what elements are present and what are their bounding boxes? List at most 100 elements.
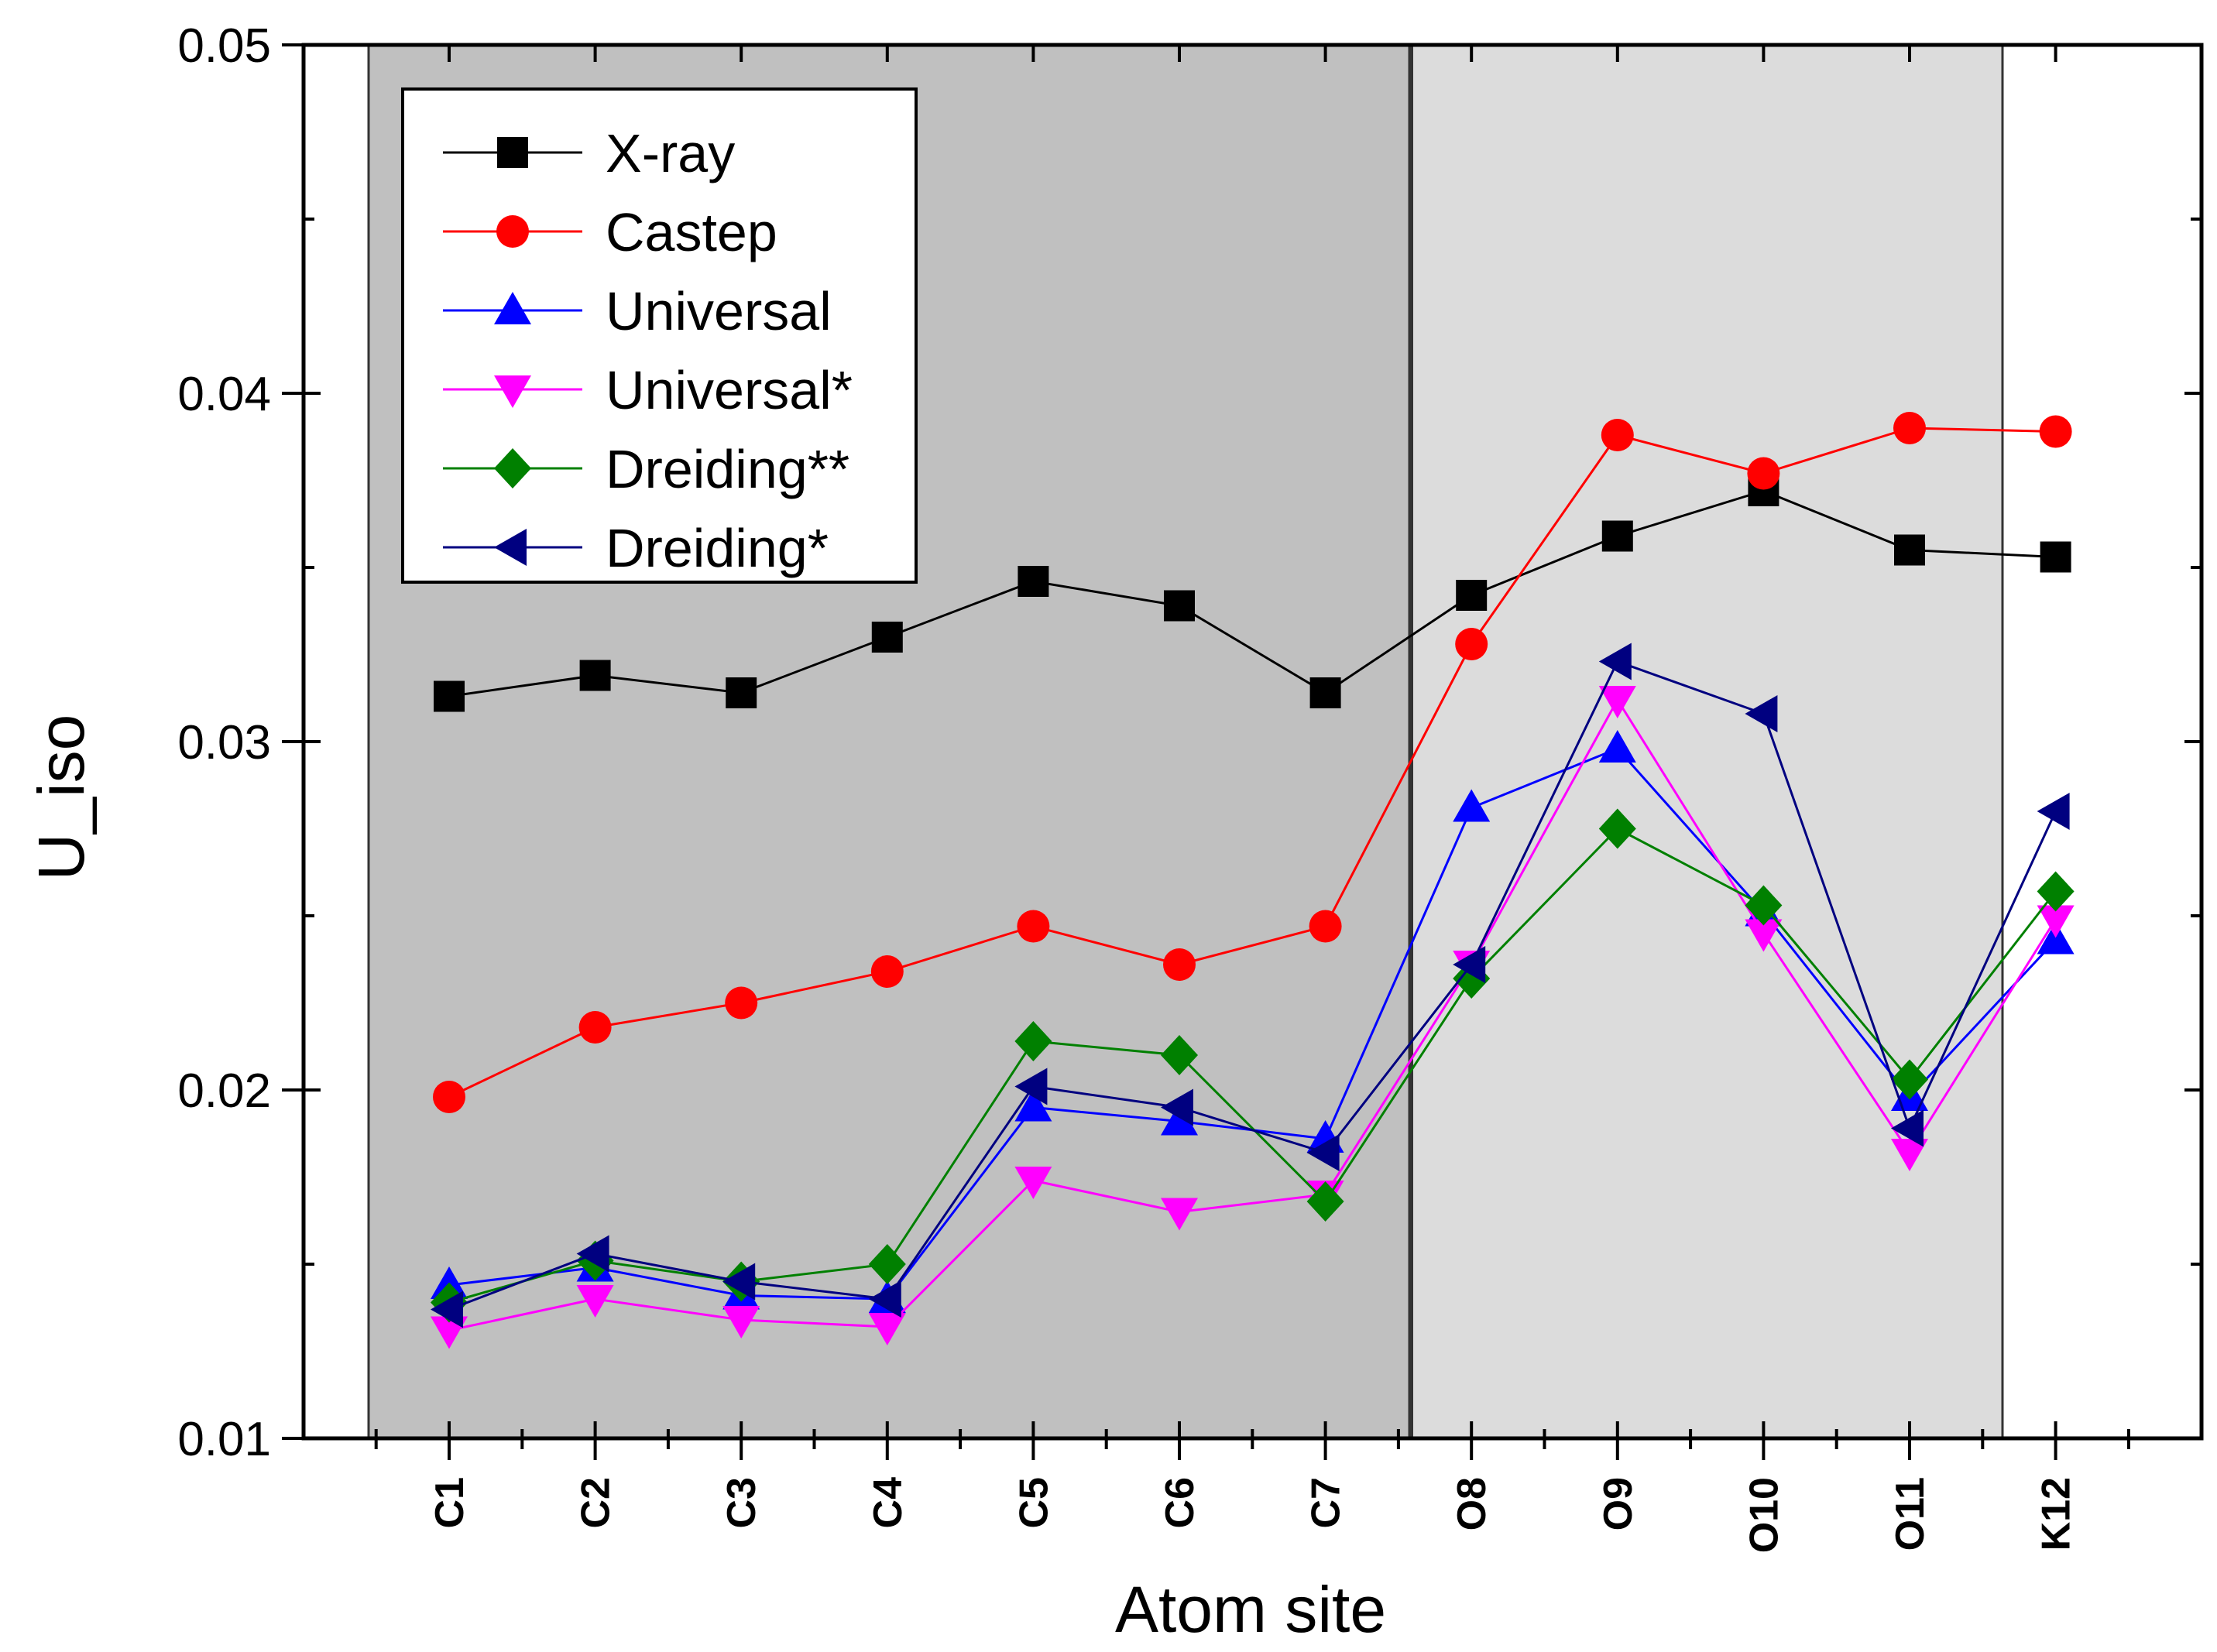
data-point-dreiding <box>1161 1035 1198 1075</box>
data-point-castep <box>1455 628 1488 660</box>
x-tick-label: C7 <box>1304 1477 1349 1528</box>
legend-item-x-ray: X-ray <box>443 123 735 183</box>
data-point-universal <box>2037 905 2075 938</box>
series-line-universal <box>448 697 2057 1332</box>
data-point-dreiding <box>868 1280 901 1318</box>
data-point-x-ray <box>1601 520 1633 552</box>
legend-marker <box>494 375 531 408</box>
data-point-x-ray <box>434 680 465 712</box>
data-point-dreiding <box>2037 871 2075 912</box>
data-point-dreiding <box>1014 1021 1052 1061</box>
data-point-dreiding <box>1745 695 1778 732</box>
data-point-x-ray <box>871 622 903 653</box>
x-tick-label: O9 <box>1596 1477 1641 1530</box>
data-point-dreiding <box>576 1235 609 1273</box>
data-point-castep <box>1309 910 1342 943</box>
data-point-castep <box>870 955 904 988</box>
data-point-dreiding <box>868 1244 906 1284</box>
x-tick-label: C5 <box>1011 1477 1056 1528</box>
legend-label: Universal <box>606 281 832 341</box>
data-point-dreiding <box>2037 793 2070 830</box>
y-tick-label: 0.03 <box>177 716 271 769</box>
x-tick-label: O10 <box>1742 1477 1786 1553</box>
data-point-universal <box>1014 1167 1052 1199</box>
series-group <box>431 412 2075 1349</box>
data-point-dreiding <box>722 1263 756 1301</box>
legend-marker <box>494 292 531 324</box>
x-tick-label: C4 <box>866 1477 911 1529</box>
data-point-dreiding <box>431 1290 463 1328</box>
data-point-universal <box>1014 1088 1052 1122</box>
y-tick-label: 0.05 <box>177 19 271 73</box>
legend-marker <box>496 215 529 248</box>
x-tick-label: C1 <box>427 1477 472 1528</box>
data-point-dreiding <box>1306 1181 1344 1222</box>
data-point-castep <box>1893 412 1926 444</box>
data-point-x-ray <box>579 660 611 691</box>
x-tick-label: K12 <box>2034 1477 2079 1551</box>
data-point-dreiding <box>1891 1059 1928 1100</box>
x-tick-label: C2 <box>574 1477 619 1528</box>
data-point-dreiding <box>1014 1068 1048 1105</box>
legend-label: X-ray <box>606 123 735 183</box>
legend-item-castep: Castep <box>443 202 777 262</box>
data-point-universal <box>576 1285 614 1318</box>
legend-item-universal: Universal* <box>443 360 853 420</box>
legend-marker <box>494 448 531 488</box>
y-tick-label: 0.01 <box>177 1413 271 1466</box>
x-axis: C1 C2 C3 C4 C5 C6 C7 O8 O9 O10 O11 K12 <box>374 45 2130 1553</box>
data-point-castep <box>1017 910 1050 943</box>
data-point-universal <box>868 1313 906 1345</box>
series-line-x-ray <box>448 489 2056 697</box>
data-point-universal <box>1598 686 1636 718</box>
y-tick-label: 0.02 <box>177 1064 271 1118</box>
data-point-dreiding <box>1891 1109 1924 1147</box>
data-point-x-ray <box>1894 534 1925 566</box>
y-axis: 0.01 0.02 0.03 0.04 0.05 <box>177 19 2202 1466</box>
x-axis-title: Atom site <box>1115 1573 1386 1646</box>
shaded-region-2 <box>1409 45 2003 1438</box>
legend-label: Castep <box>606 202 777 262</box>
data-point-x-ray <box>1456 580 1488 611</box>
x-tick-label: C6 <box>1158 1477 1203 1528</box>
legend-marker <box>497 137 528 168</box>
data-point-universal <box>1745 919 1783 952</box>
y-tick-label: 0.04 <box>177 368 271 421</box>
data-point-x-ray <box>1164 590 1195 622</box>
data-point-dreiding <box>1598 808 1636 849</box>
data-point-universal <box>1891 1139 1928 1171</box>
data-point-universal <box>1453 789 1491 822</box>
data-point-universal <box>722 1306 760 1338</box>
data-point-dreiding <box>1161 1088 1193 1126</box>
series-line-dreiding <box>448 660 2057 1311</box>
data-point-x-ray <box>2040 541 2071 573</box>
data-point-castep <box>1163 948 1196 981</box>
data-point-castep <box>725 986 758 1020</box>
legend-label: Universal* <box>606 360 853 420</box>
legend-box <box>401 87 918 584</box>
data-point-castep <box>578 1011 612 1044</box>
y-axis-title: U_iso <box>25 715 98 881</box>
x-tick-label: O11 <box>1888 1477 1933 1551</box>
legend: X-ray Castep Universal Universal* Dreiding**… <box>401 87 918 584</box>
data-point-castep <box>1601 419 1634 451</box>
x-tick-label: O8 <box>1450 1477 1495 1530</box>
data-point-x-ray <box>1309 677 1341 708</box>
data-point-castep <box>2039 415 2072 448</box>
series-line-castep <box>448 427 2056 1098</box>
data-point-dreiding <box>1598 643 1632 680</box>
series-castep <box>433 412 2072 1113</box>
data-point-castep <box>1747 457 1780 490</box>
data-point-universal <box>1161 1102 1198 1136</box>
x-tick-label: C3 <box>719 1477 764 1528</box>
data-point-universal <box>1161 1198 1198 1231</box>
legend-label: Dreiding** <box>606 439 849 499</box>
series-x-ray <box>434 475 2071 712</box>
legend-item-dreiding: Dreiding** <box>443 439 849 499</box>
data-point-universal <box>1598 730 1636 763</box>
legend-item-universal: Universal <box>443 281 832 341</box>
data-point-dreiding <box>1453 946 1486 983</box>
data-point-dreiding <box>1745 885 1783 926</box>
series-dreiding <box>431 643 2070 1328</box>
